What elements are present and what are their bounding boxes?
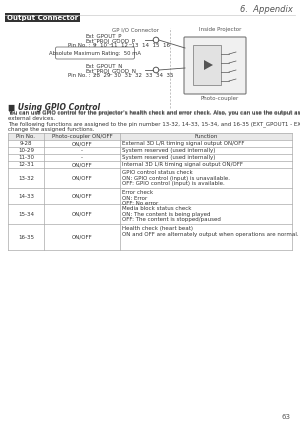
Text: OFF: No error: OFF: No error bbox=[122, 201, 158, 206]
Text: ON/OFF: ON/OFF bbox=[72, 141, 92, 146]
Text: Pin No.: Pin No. bbox=[16, 134, 35, 139]
Text: Ext_PROJ_GOOD_N: Ext_PROJ_GOOD_N bbox=[85, 68, 136, 74]
Text: ON: Error: ON: Error bbox=[122, 195, 147, 201]
Text: 63: 63 bbox=[282, 414, 291, 420]
Text: Ext_PROJ_GOOD_P: Ext_PROJ_GOOD_P bbox=[85, 38, 135, 44]
Text: 9-28: 9-28 bbox=[20, 141, 32, 146]
Text: ON/OFF: ON/OFF bbox=[72, 234, 92, 239]
Text: external devices.: external devices. bbox=[8, 115, 55, 121]
Text: The following functions are assigned to the pin number 13-32, 14-33, 15-34, and : The following functions are assigned to … bbox=[8, 121, 300, 126]
Text: Inside Projector: Inside Projector bbox=[199, 27, 241, 32]
Text: System reserved (used internally): System reserved (used internally) bbox=[122, 148, 215, 153]
Text: Function: Function bbox=[194, 134, 218, 139]
Text: GPIO control status check: GPIO control status check bbox=[122, 170, 193, 175]
Text: -: - bbox=[81, 155, 83, 160]
Text: 10-29: 10-29 bbox=[18, 148, 34, 153]
Text: GP I/O Connector: GP I/O Connector bbox=[112, 27, 158, 32]
Text: ON and OFF are alternately output when operations are normal.: ON and OFF are alternately output when o… bbox=[122, 231, 298, 236]
Text: Health check (heart beat): Health check (heart beat) bbox=[122, 226, 193, 231]
FancyBboxPatch shape bbox=[184, 37, 246, 94]
Text: ON: GPIO control (input) is unavailable.: ON: GPIO control (input) is unavailable. bbox=[122, 176, 230, 181]
Text: Ext_GPOUT_P: Ext_GPOUT_P bbox=[85, 33, 122, 38]
Text: 16-35: 16-35 bbox=[18, 234, 34, 239]
Text: You can use GPIO control for the projector’s health check and error check. Also,: You can use GPIO control for the project… bbox=[8, 111, 300, 116]
Text: ON: The content is being played: ON: The content is being played bbox=[122, 212, 211, 217]
Text: change the assigned functions.: change the assigned functions. bbox=[8, 126, 94, 132]
FancyBboxPatch shape bbox=[193, 45, 221, 85]
Text: 28  29  30  31  32  33  34  35: 28 29 30 31 32 33 34 35 bbox=[93, 73, 173, 78]
Text: 9  10  11  12  13  14  15  16: 9 10 11 12 13 14 15 16 bbox=[93, 43, 170, 48]
FancyBboxPatch shape bbox=[5, 13, 80, 22]
Text: Ext_GPOUT_N: Ext_GPOUT_N bbox=[85, 63, 122, 69]
Text: -: - bbox=[81, 148, 83, 153]
Text: ■ Using GPIO Control: ■ Using GPIO Control bbox=[8, 103, 100, 112]
FancyBboxPatch shape bbox=[56, 47, 134, 59]
Text: 15-34: 15-34 bbox=[18, 212, 34, 217]
FancyBboxPatch shape bbox=[8, 133, 292, 140]
Text: Output Connector: Output Connector bbox=[7, 14, 78, 20]
Text: 12-31: 12-31 bbox=[18, 162, 34, 167]
Text: ON/OFF: ON/OFF bbox=[72, 162, 92, 167]
Text: Internal 3D L/R timing signal output ON/OFF: Internal 3D L/R timing signal output ON/… bbox=[122, 162, 243, 167]
Text: Media block status check: Media block status check bbox=[122, 206, 191, 211]
Text: ON/OFF: ON/OFF bbox=[72, 212, 92, 217]
Text: OFF: GPIO control (input) is available.: OFF: GPIO control (input) is available. bbox=[122, 181, 225, 186]
Text: External 3D L/R timing signal output ON/OFF: External 3D L/R timing signal output ON/… bbox=[122, 141, 244, 146]
Polygon shape bbox=[204, 60, 213, 70]
Text: Error check: Error check bbox=[122, 190, 153, 195]
Text: ON/OFF: ON/OFF bbox=[72, 193, 92, 198]
Text: Pin No. :: Pin No. : bbox=[68, 73, 91, 78]
Text: 6.  Appendix: 6. Appendix bbox=[240, 5, 293, 14]
Text: Photo-coupler ON/OFF: Photo-coupler ON/OFF bbox=[52, 134, 112, 139]
Text: ON/OFF: ON/OFF bbox=[72, 176, 92, 181]
Text: 11-30: 11-30 bbox=[18, 155, 34, 160]
Text: 13-32: 13-32 bbox=[18, 176, 34, 181]
Text: Pin No. :: Pin No. : bbox=[68, 43, 91, 48]
Text: OFF: The content is stopped/paused: OFF: The content is stopped/paused bbox=[122, 217, 221, 222]
Text: You can use GPIO control for the projector’s health check and error check. Also,: You can use GPIO control for the project… bbox=[8, 110, 300, 115]
Text: Absolute Maximum Rating:  50 mA: Absolute Maximum Rating: 50 mA bbox=[49, 50, 141, 55]
Text: 14-33: 14-33 bbox=[18, 193, 34, 198]
Text: System reserved (used internally): System reserved (used internally) bbox=[122, 155, 215, 160]
Text: Photo-coupler: Photo-coupler bbox=[201, 96, 239, 101]
